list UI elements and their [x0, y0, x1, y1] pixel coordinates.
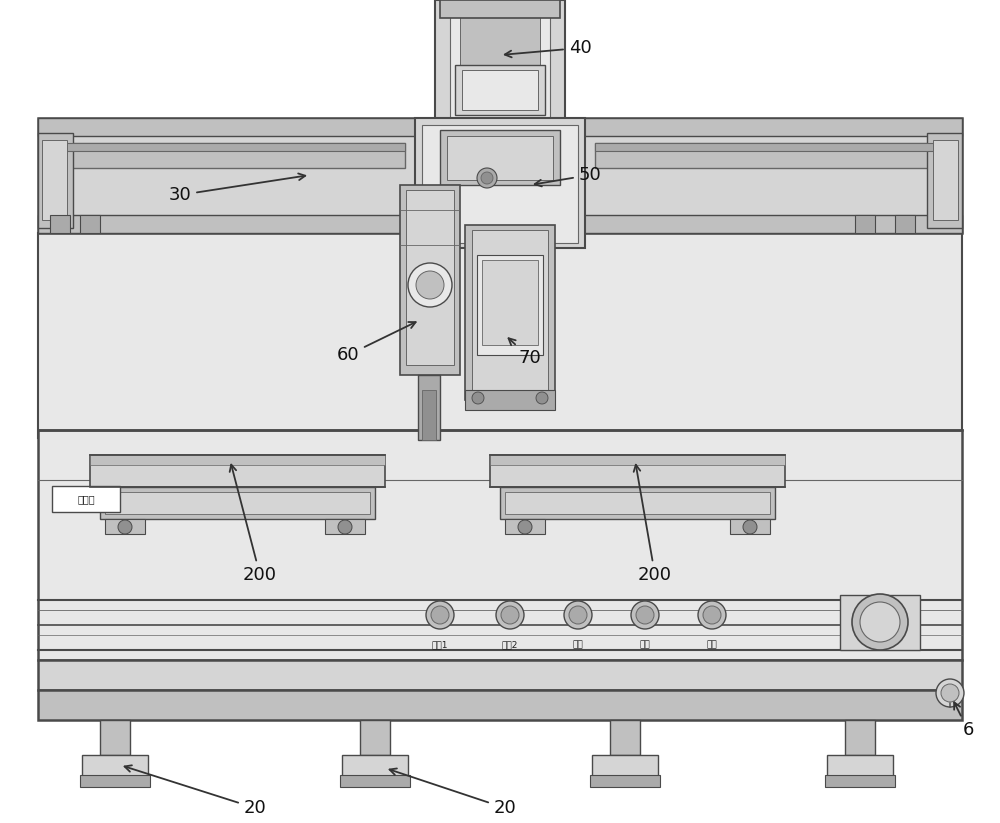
- Polygon shape: [406, 190, 454, 365]
- Polygon shape: [462, 70, 538, 110]
- Circle shape: [743, 520, 757, 534]
- Polygon shape: [38, 430, 962, 660]
- Circle shape: [536, 392, 548, 404]
- Text: 排胶: 排胶: [573, 640, 583, 649]
- Circle shape: [941, 684, 959, 702]
- Polygon shape: [38, 118, 962, 233]
- Circle shape: [496, 601, 524, 629]
- Text: 急停: 急停: [707, 640, 717, 649]
- Polygon shape: [500, 487, 775, 519]
- Polygon shape: [38, 118, 962, 720]
- Circle shape: [564, 601, 592, 629]
- Polygon shape: [38, 133, 73, 228]
- Text: 20: 20: [390, 769, 516, 817]
- Polygon shape: [90, 455, 385, 465]
- Polygon shape: [325, 519, 365, 534]
- Text: 30: 30: [169, 174, 305, 204]
- Text: 排胶处: 排胶处: [77, 494, 95, 504]
- Polygon shape: [80, 215, 100, 233]
- Polygon shape: [840, 595, 920, 650]
- Polygon shape: [38, 233, 962, 438]
- Text: 6: 6: [954, 702, 974, 739]
- Polygon shape: [472, 230, 548, 392]
- Polygon shape: [455, 65, 545, 115]
- Circle shape: [338, 520, 352, 534]
- Polygon shape: [340, 775, 410, 787]
- Circle shape: [416, 271, 444, 299]
- Polygon shape: [477, 255, 543, 355]
- Polygon shape: [100, 487, 375, 519]
- Circle shape: [472, 392, 484, 404]
- Polygon shape: [52, 486, 120, 512]
- Circle shape: [118, 520, 132, 534]
- Text: 20: 20: [125, 765, 266, 817]
- Circle shape: [518, 520, 532, 534]
- Polygon shape: [590, 775, 660, 787]
- Polygon shape: [38, 215, 962, 233]
- Polygon shape: [105, 492, 370, 514]
- Circle shape: [631, 601, 659, 629]
- Polygon shape: [595, 143, 950, 168]
- Polygon shape: [440, 130, 560, 185]
- Text: 启动1: 启动1: [432, 640, 448, 649]
- Polygon shape: [933, 140, 958, 220]
- Circle shape: [481, 172, 493, 184]
- Polygon shape: [418, 375, 440, 440]
- Polygon shape: [490, 455, 785, 487]
- Polygon shape: [342, 755, 408, 777]
- Polygon shape: [38, 118, 962, 136]
- Polygon shape: [460, 10, 540, 110]
- Polygon shape: [435, 0, 565, 235]
- Polygon shape: [422, 390, 436, 440]
- Polygon shape: [80, 775, 150, 787]
- Circle shape: [698, 601, 726, 629]
- Circle shape: [477, 168, 497, 188]
- Text: 启动2: 启动2: [502, 640, 518, 649]
- Polygon shape: [505, 519, 545, 534]
- Text: 40: 40: [505, 39, 591, 58]
- Circle shape: [860, 602, 900, 642]
- Polygon shape: [895, 215, 915, 233]
- Polygon shape: [105, 519, 145, 534]
- Circle shape: [408, 263, 452, 307]
- Text: 复位: 复位: [640, 640, 650, 649]
- Circle shape: [936, 679, 964, 707]
- Circle shape: [636, 606, 654, 624]
- Polygon shape: [422, 125, 578, 243]
- Circle shape: [431, 606, 449, 624]
- Polygon shape: [360, 720, 390, 755]
- Polygon shape: [450, 5, 550, 205]
- Polygon shape: [825, 775, 895, 787]
- Polygon shape: [55, 143, 405, 151]
- Polygon shape: [465, 225, 555, 400]
- Polygon shape: [90, 455, 385, 487]
- Polygon shape: [827, 755, 893, 777]
- Polygon shape: [415, 118, 585, 248]
- Text: 50: 50: [535, 166, 601, 186]
- Polygon shape: [610, 720, 640, 755]
- Polygon shape: [482, 260, 538, 345]
- Polygon shape: [42, 140, 67, 220]
- Text: 200: 200: [634, 465, 672, 584]
- Text: 200: 200: [230, 465, 277, 584]
- Polygon shape: [50, 215, 70, 233]
- Polygon shape: [845, 720, 875, 755]
- Text: 60: 60: [337, 322, 416, 364]
- Polygon shape: [38, 690, 962, 720]
- Polygon shape: [465, 390, 555, 410]
- Circle shape: [569, 606, 587, 624]
- Polygon shape: [595, 143, 950, 151]
- Polygon shape: [505, 492, 770, 514]
- Polygon shape: [400, 185, 460, 375]
- Polygon shape: [592, 755, 658, 777]
- Polygon shape: [100, 720, 130, 755]
- Polygon shape: [927, 133, 962, 228]
- Text: 70: 70: [509, 338, 541, 367]
- Polygon shape: [447, 136, 553, 180]
- Polygon shape: [440, 0, 560, 18]
- Circle shape: [703, 606, 721, 624]
- Circle shape: [426, 601, 454, 629]
- Polygon shape: [490, 455, 785, 465]
- Polygon shape: [38, 660, 962, 690]
